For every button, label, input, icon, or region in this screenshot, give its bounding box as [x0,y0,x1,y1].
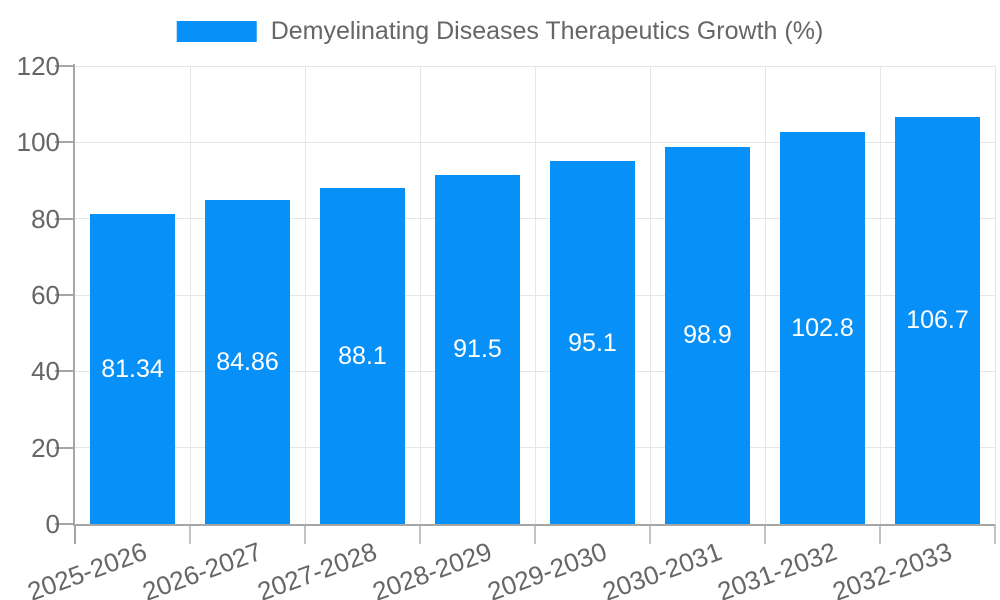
bar-value-label: 95.1 [568,328,617,357]
x-tick-label: 2030-2031 [598,536,726,600]
bar-value-label: 102.8 [791,313,854,342]
y-tick-label: 80 [31,203,60,234]
x-tick [304,524,306,544]
y-tick [55,523,75,525]
bar-value-label: 91.5 [453,335,502,364]
bar[interactable] [895,116,980,524]
legend-swatch [176,20,257,42]
x-tick [189,524,191,544]
x-tick [534,524,536,544]
x-gridline [304,66,306,524]
y-tick [55,217,75,220]
legend-label: Demyelinating Diseases Therapeutics Grow… [270,17,824,45]
bar[interactable] [435,174,520,524]
bar[interactable] [205,200,290,524]
x-tick-label: 2026-2027 [138,536,266,600]
x-tick [649,524,651,544]
x-gridline [649,66,651,524]
y-tick-label: 60 [31,280,60,310]
x-tick-label: 2031-2032 [713,536,841,600]
x-axis-line [73,524,995,526]
bar[interactable] [320,187,405,524]
x-tick-label: 2028-2029 [368,536,496,600]
y-tick-label: 40 [31,356,60,387]
y-tick [55,65,75,67]
y-tick-label: 120 [16,51,60,81]
bar[interactable] [665,146,750,524]
x-tick [879,524,881,544]
x-tick-label: 2029-2030 [483,536,611,600]
y-tick [55,370,75,373]
bar[interactable] [780,131,865,524]
x-gridline [879,66,881,524]
x-gridline [994,66,996,524]
y-tick-label: 20 [31,432,60,463]
bar-value-label: 88.1 [338,341,387,370]
y-tick-label: 0 [45,509,60,539]
x-gridline [419,66,421,524]
x-tick-label: 2032-2033 [828,536,956,600]
x-tick-label: 2025-2026 [23,536,151,600]
x-tick [74,524,76,544]
y-axis-line [73,64,75,526]
x-tick [764,524,766,544]
x-tick-label: 2027-2028 [253,536,381,600]
x-gridline [764,66,766,524]
y-tick [55,294,75,296]
bar[interactable] [90,213,175,524]
bar-value-label: 98.9 [683,321,732,350]
x-tick [994,524,996,544]
x-gridline [189,66,191,524]
bar-value-label: 81.34 [101,354,164,383]
y-tick [55,446,75,449]
bar[interactable] [550,161,635,524]
legend-item[interactable]: Demyelinating Diseases Therapeutics Grow… [176,17,824,45]
bar-value-label: 84.86 [216,348,279,377]
y-tick [55,141,75,144]
y-tick-label: 100 [16,127,60,158]
bar-value-label: 106.7 [906,306,969,335]
x-tick [419,524,421,544]
x-gridline [534,66,536,524]
